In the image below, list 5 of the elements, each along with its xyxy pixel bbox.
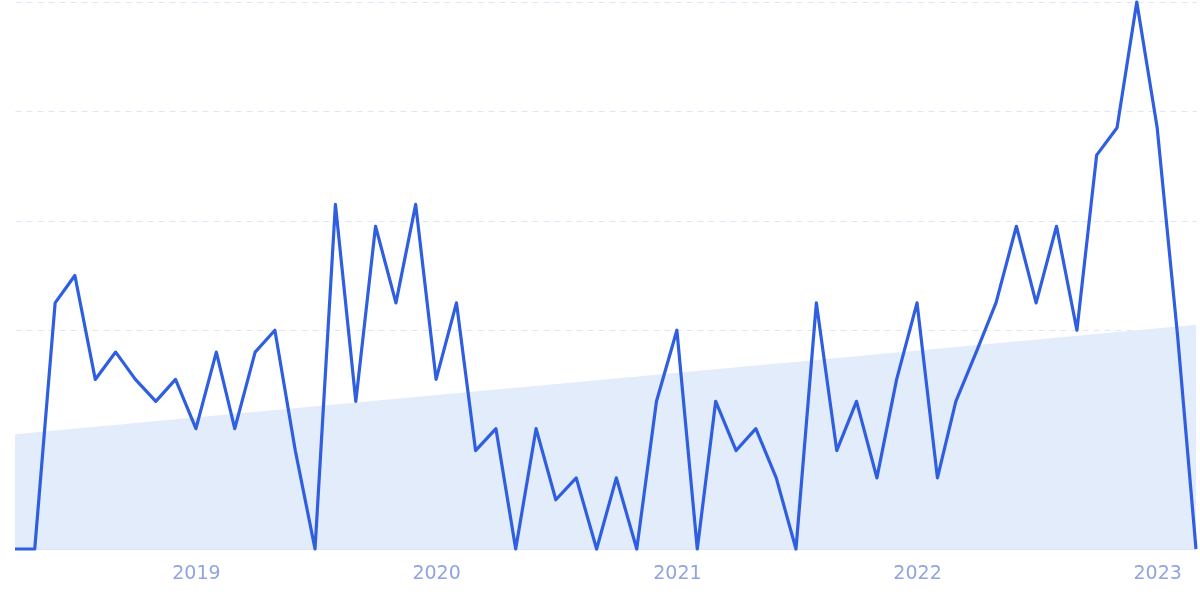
x-tick-label: 2020: [412, 560, 461, 583]
x-tick-label: 2019: [172, 560, 221, 583]
x-tick-label: 2022: [893, 560, 942, 583]
x-tick-label: 2021: [653, 560, 702, 583]
x-tick-label: 2023: [1133, 560, 1182, 583]
